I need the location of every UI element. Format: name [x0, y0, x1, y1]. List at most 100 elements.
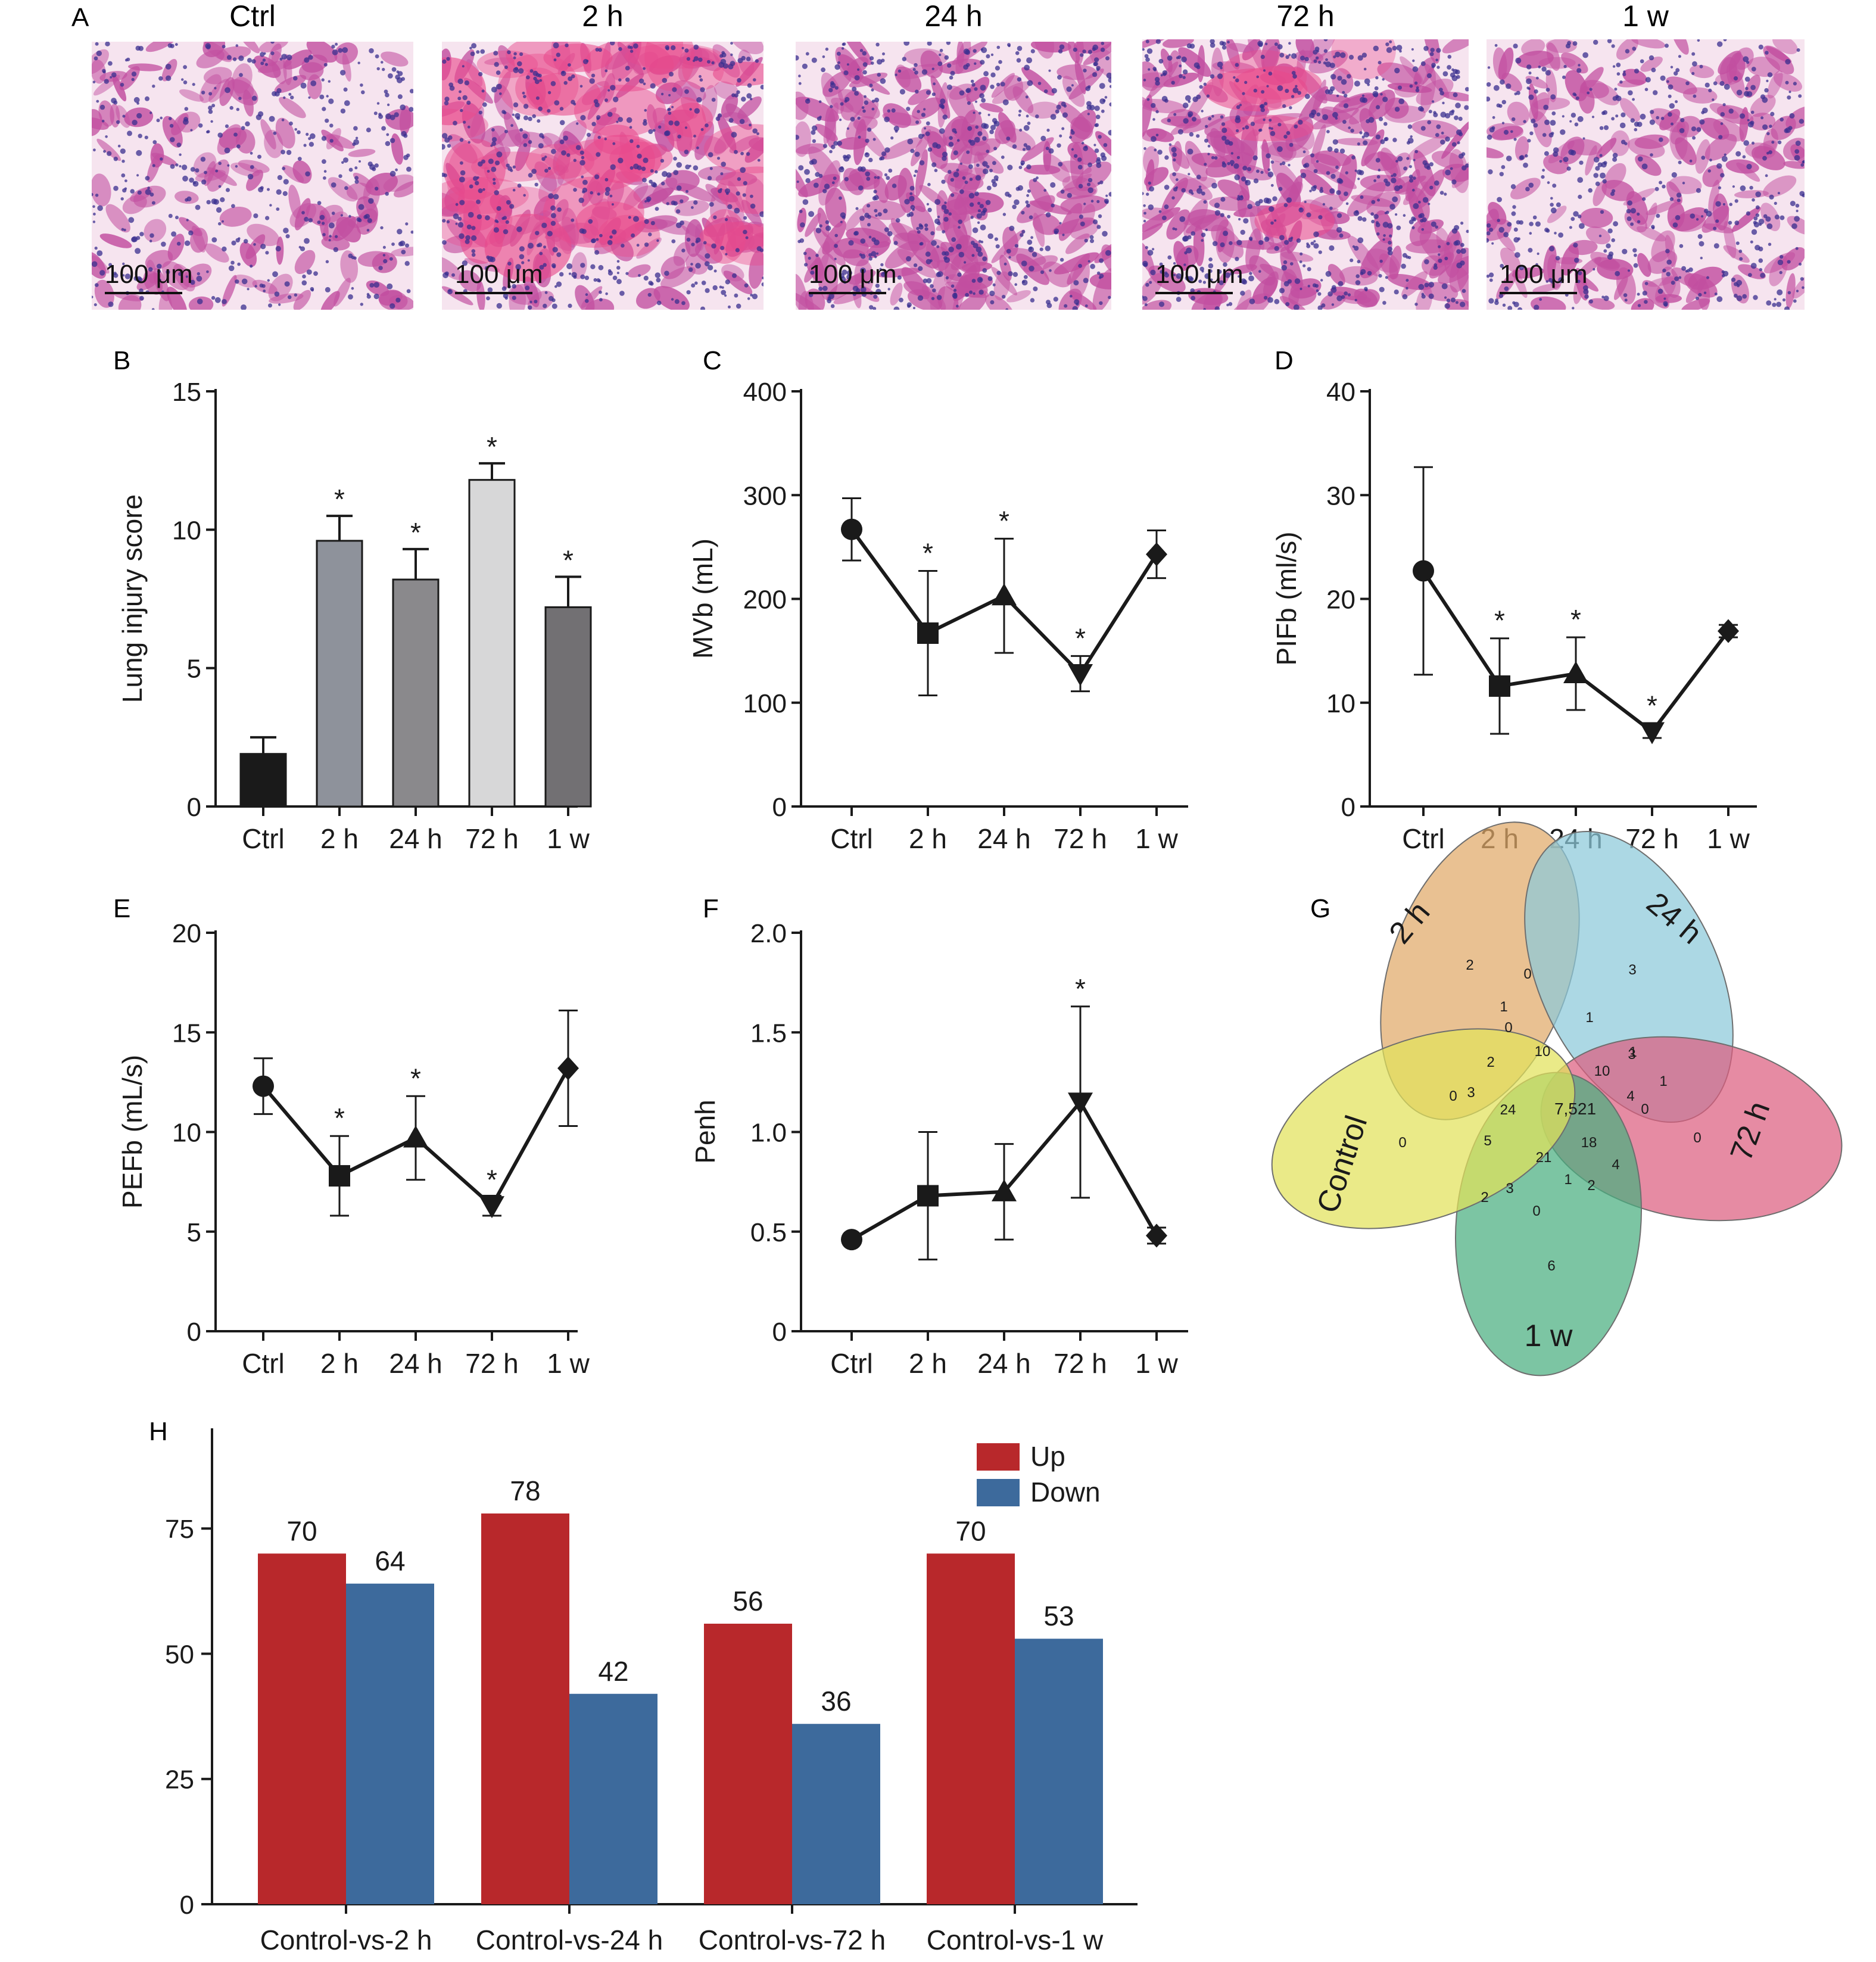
significance-mark: * — [999, 505, 1009, 536]
cell-nucleus — [554, 100, 560, 105]
cell-nucleus — [1360, 195, 1364, 199]
cell-nucleus — [158, 76, 163, 81]
cell-nucleus — [95, 283, 99, 287]
cell-nucleus — [990, 85, 995, 89]
cell-nucleus — [1517, 237, 1520, 241]
cell-nucleus — [631, 233, 635, 238]
cell-nucleus — [743, 216, 747, 220]
cell-nucleus — [1436, 124, 1441, 129]
cell-nucleus — [1460, 248, 1466, 254]
cell-nucleus — [578, 197, 584, 203]
tissue-strand — [166, 286, 188, 310]
marker-triangle-down — [1068, 664, 1093, 686]
cell-nucleus — [269, 116, 275, 122]
cell-nucleus — [535, 96, 540, 100]
cell-nucleus — [1300, 287, 1302, 291]
cell-nucleus — [728, 118, 734, 123]
cell-nucleus — [1758, 44, 1763, 50]
cell-nucleus — [401, 250, 406, 254]
cell-nucleus — [382, 67, 385, 71]
cell-nucleus — [934, 199, 941, 205]
tissue-strand — [1646, 199, 1682, 216]
cell-nucleus — [276, 189, 282, 195]
x-tick-label: Control-vs-24 h — [476, 1924, 663, 1955]
cell-nucleus — [844, 177, 849, 182]
cell-nucleus — [915, 89, 919, 94]
cell-nucleus — [805, 52, 809, 56]
cell-nucleus — [148, 267, 153, 272]
cell-nucleus — [736, 303, 741, 309]
cell-nucleus — [247, 58, 252, 63]
x-tick-label: 1 w — [547, 1348, 590, 1379]
cell-nucleus — [1283, 260, 1288, 264]
cell-nucleus — [1701, 155, 1706, 160]
cell-nucleus — [1249, 272, 1252, 275]
cell-nucleus — [700, 306, 705, 310]
cell-nucleus — [990, 72, 996, 77]
tissue-strand — [911, 129, 931, 167]
x-tick-label: 72 h — [1054, 823, 1107, 854]
cell-nucleus — [884, 116, 890, 123]
cell-nucleus — [308, 218, 313, 223]
cell-nucleus — [1336, 295, 1343, 301]
cell-nucleus — [1192, 117, 1196, 122]
cell-nucleus — [982, 256, 987, 261]
cell-nucleus — [204, 170, 207, 175]
cell-nucleus — [831, 144, 836, 150]
cell-nucleus — [1201, 232, 1206, 238]
cell-nucleus — [208, 105, 213, 110]
cell-nucleus — [1345, 202, 1349, 205]
tissue-strand — [1075, 161, 1111, 191]
cell-nucleus — [260, 52, 265, 57]
cell-nucleus — [1061, 127, 1065, 130]
cell-nucleus — [1531, 119, 1536, 124]
cell-nucleus — [218, 222, 222, 226]
cell-nucleus — [509, 204, 515, 209]
cell-nucleus — [325, 286, 331, 292]
cell-nucleus — [1709, 158, 1712, 162]
cell-nucleus — [582, 179, 588, 185]
cell-nucleus — [1665, 43, 1669, 48]
cell-nucleus — [1576, 279, 1581, 284]
cell-nucleus — [1750, 85, 1756, 91]
cell-nucleus — [1528, 182, 1534, 188]
cell-nucleus — [512, 113, 515, 116]
cell-nucleus — [643, 82, 646, 86]
cell-nucleus — [1760, 273, 1765, 278]
cell-nucleus — [1017, 77, 1022, 82]
cell-nucleus — [762, 276, 764, 279]
cell-nucleus — [1787, 260, 1791, 264]
cell-nucleus — [1548, 132, 1554, 138]
cell-nucleus — [852, 86, 857, 92]
cell-nucleus — [948, 212, 952, 216]
cell-nucleus — [1291, 71, 1296, 75]
cell-nucleus — [1096, 68, 1099, 71]
cell-nucleus — [469, 46, 472, 50]
cell-nucleus — [1343, 103, 1349, 108]
y-tick-label: 20 — [1326, 586, 1355, 615]
cell-nucleus — [183, 80, 188, 85]
cell-nucleus — [99, 104, 105, 110]
cell-nucleus — [607, 269, 612, 273]
tissue-strand — [1280, 251, 1314, 262]
cell-nucleus — [523, 143, 528, 147]
tissue-strand — [1719, 57, 1737, 85]
cell-nucleus — [580, 274, 585, 279]
tissue-strand — [283, 49, 312, 70]
cell-nucleus — [1196, 65, 1201, 70]
cell-nucleus — [1406, 286, 1408, 290]
cell-nucleus — [305, 171, 310, 177]
cell-nucleus — [719, 188, 722, 191]
cell-nucleus — [927, 183, 931, 186]
cell-nucleus — [1327, 89, 1333, 95]
cell-nucleus — [1768, 150, 1772, 154]
cell-nucleus — [1539, 298, 1542, 301]
cell-nucleus — [662, 77, 668, 83]
cell-nucleus — [1006, 248, 1011, 254]
cell-nucleus — [470, 51, 475, 57]
cell-nucleus — [973, 111, 976, 114]
cell-nucleus — [1096, 163, 1102, 169]
cell-nucleus — [913, 174, 917, 177]
cell-nucleus — [811, 158, 817, 165]
cell-nucleus — [747, 297, 750, 300]
